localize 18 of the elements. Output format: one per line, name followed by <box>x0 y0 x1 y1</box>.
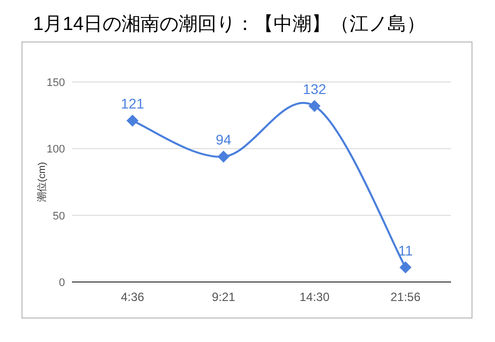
x-tick-label: 21:56 <box>390 290 421 304</box>
chart-title: 1月14日の湘南の潮回り：【中潮】（江ノ島） <box>33 14 426 35</box>
point <box>218 150 230 163</box>
x-tick-label: 9:21 <box>212 290 236 304</box>
y-axis-title: 潮位(cm) <box>36 162 48 202</box>
data-label: 94 <box>216 132 232 148</box>
y-tick-label: 0 <box>58 277 65 289</box>
y-tick-label: 100 <box>46 144 65 156</box>
y-tick-label: 150 <box>46 77 65 89</box>
x-tick-label: 4:36 <box>120 290 144 304</box>
x-tick-label: 14:30 <box>299 290 330 304</box>
data-label: 132 <box>302 81 326 97</box>
y-tick-label: 50 <box>52 210 65 222</box>
point <box>126 114 138 127</box>
data-label: 11 <box>398 242 413 258</box>
point <box>400 261 412 274</box>
data-label: 121 <box>120 96 144 112</box>
point <box>308 100 320 112</box>
